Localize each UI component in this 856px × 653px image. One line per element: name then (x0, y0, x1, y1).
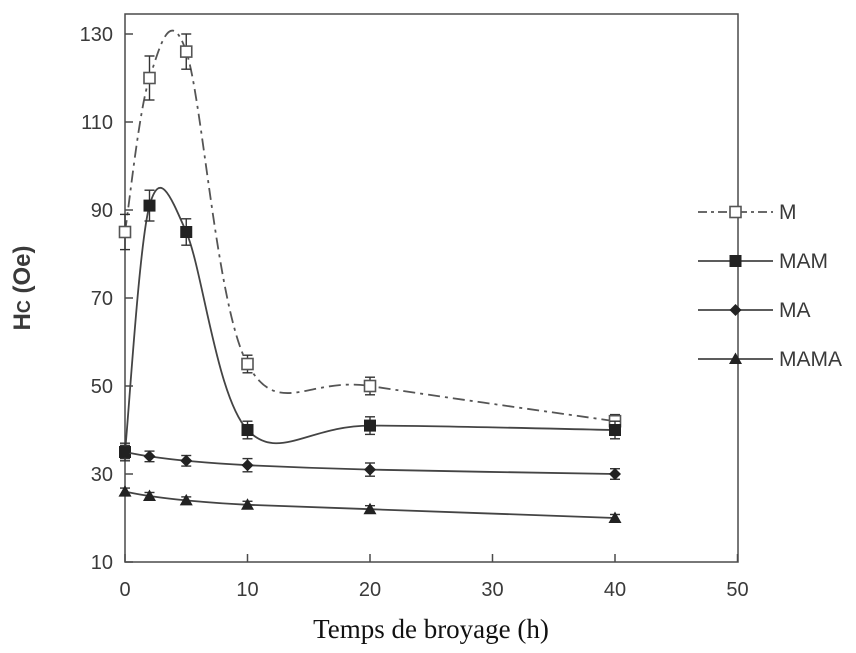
x-tick-label: 0 (119, 579, 130, 601)
series-line (124, 186, 616, 453)
series-mam (119, 186, 621, 462)
legend-label-m: M (779, 201, 797, 224)
x-tick-label: 30 (481, 579, 503, 601)
x-axis: 0 10 20 30 40 50 (119, 554, 749, 601)
data-point-filled-triangle (118, 485, 132, 497)
x-axis-label: Temps de broyage (h) (313, 614, 549, 644)
series-m (118, 29, 622, 429)
data-point-filled-triangle (143, 489, 156, 501)
y-axis-label-main: H (9, 313, 36, 330)
y-tick-label: 50 (91, 376, 113, 398)
data-point-filled-square (609, 424, 621, 436)
data-point-filled-triangle (608, 511, 622, 523)
y-tick-label: 110 (81, 112, 113, 134)
data-point-filled-diamond (729, 304, 742, 316)
data-point-open-square (729, 205, 742, 219)
data-point-filled-triangle (179, 493, 193, 506)
data-point-filled-square (241, 424, 254, 436)
y-axis-label-unit: (Oe) (9, 245, 36, 300)
y-axis-label: HC (Oe) (9, 245, 36, 330)
series-mama (118, 485, 622, 523)
data-point-filled-diamond (119, 446, 131, 458)
y-tick-label: 10 (91, 552, 113, 574)
series-ma (119, 444, 621, 480)
data-point-filled-diamond (364, 463, 376, 476)
data-point-filled-diamond (609, 468, 621, 480)
series-layer (118, 29, 622, 523)
y-tick-label: 90 (91, 200, 113, 222)
y-axis: 10 30 50 70 90 110 130 (80, 24, 133, 574)
x-tick-label: 50 (726, 579, 748, 601)
data-point-open-square (143, 71, 156, 85)
x-tick-label: 40 (604, 579, 626, 601)
data-point-filled-diamond (180, 454, 193, 467)
data-point-open-square (118, 225, 132, 239)
data-point-filled-square (729, 255, 742, 267)
series-line (124, 29, 616, 423)
y-tick-label: 130 (80, 24, 113, 46)
data-point-filled-triangle (363, 502, 377, 515)
y-axis-label-sub: C (14, 300, 34, 313)
legend-label-ma: MA (779, 299, 811, 322)
data-point-filled-square (180, 226, 193, 238)
data-point-open-square (179, 45, 193, 58)
data-point-open-square (363, 379, 377, 393)
y-tick-label: 30 (91, 464, 113, 486)
x-tick-label: 10 (236, 579, 258, 601)
data-point-filled-diamond (143, 450, 156, 463)
y-tick-label: 70 (91, 288, 113, 310)
plot-frame (124, 13, 739, 563)
x-tick-label: 20 (359, 579, 381, 601)
data-point-filled-triangle (241, 498, 254, 510)
data-point-filled-diamond (241, 459, 254, 472)
data-point-filled-square (143, 199, 156, 212)
data-point-open-square (241, 357, 254, 371)
data-point-filled-square (364, 419, 376, 432)
legend-label-mam: MAM (779, 250, 828, 273)
data-point-filled-triangle (729, 352, 742, 364)
legend-label-mama: MAMA (779, 348, 842, 371)
